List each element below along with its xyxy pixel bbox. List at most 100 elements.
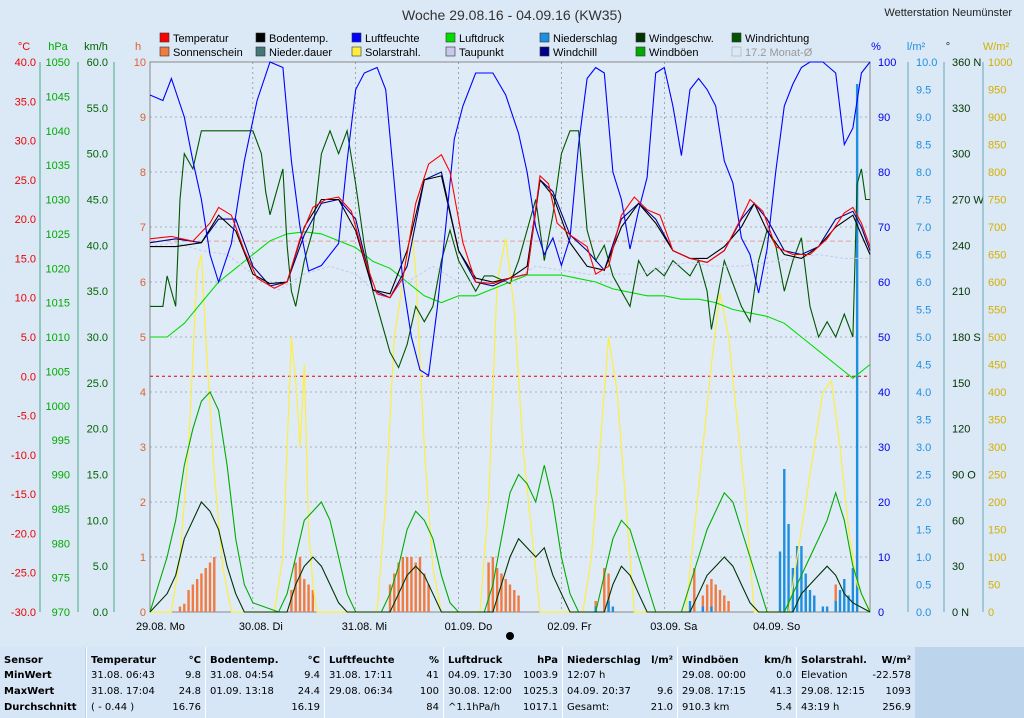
summary-col-niederschlag: Niederschlag l/m² 12:07 h 04.09. 20:37 9.6 Ge… — [562, 647, 677, 718]
y-tick-label-hours: 4 — [140, 387, 146, 399]
col-unit: hPa — [537, 655, 558, 666]
y-tick-label-wind: 35.0 — [87, 286, 108, 298]
y-tick-label-hours: 0 — [140, 607, 146, 619]
legend-swatch — [445, 32, 456, 43]
y-tick-label-solar: 600 — [988, 277, 1006, 289]
legend-swatch — [255, 46, 266, 57]
y-tick-label-temp: 40.0 — [15, 57, 36, 69]
station-name: Wetterstation Neumünster — [884, 7, 1012, 19]
col-unit: W/m² — [881, 655, 911, 666]
avg-note: ^1.1hPa/h — [448, 702, 501, 713]
legend-swatch — [539, 46, 550, 57]
y-tick-label-humidity: 10 — [878, 552, 890, 564]
legend-label: Taupunkt — [459, 47, 504, 59]
col-title: Niederschlag — [567, 655, 641, 666]
y-tick-label-temp: -15.0 — [11, 489, 36, 501]
axis-unit-hours: h — [135, 41, 141, 53]
row-3: 910.3 km 5.4 — [682, 700, 792, 716]
y-tick-label-temp: -5.0 — [17, 411, 36, 423]
min-row: 31.08. 06:43 9.8 — [91, 668, 201, 684]
col-unit: °C — [188, 655, 201, 666]
sunshine-bar — [693, 568, 696, 612]
avg-label: Durchschnitt — [4, 702, 77, 713]
y-tick-label-pressure: 1045 — [46, 91, 70, 103]
sunshine-bar — [423, 573, 426, 612]
y-tick-label-humidity: 40 — [878, 387, 890, 399]
avg-value: 84 — [426, 702, 439, 713]
legend-label: Nieder.dauer — [269, 47, 332, 59]
y-tick-label-hours: 5 — [140, 332, 146, 344]
y-tick-label-wind: 15.0 — [87, 470, 108, 482]
y-tick-label-pressure: 1000 — [46, 401, 70, 413]
sunshine-bar — [603, 568, 606, 612]
y-tick-label-temp: 30.0 — [15, 136, 36, 148]
legend-swatch — [159, 46, 170, 57]
legend-label: Solarstrahl. — [365, 47, 421, 59]
row-2-value: 1093 — [885, 686, 911, 697]
sunshine-bar — [405, 557, 409, 612]
y-tick-label-hours: 10 — [134, 57, 146, 69]
row-1-label: 29.08. 00:00 — [682, 670, 746, 681]
y-tick-label-temp: 25.0 — [15, 175, 36, 187]
row-2-label: 29.08. 12:15 — [801, 686, 865, 697]
y-tick-label-wind: 50.0 — [87, 149, 108, 161]
col-header: Niederschlag l/m² — [567, 653, 673, 669]
y-tick-label-pressure: 1030 — [46, 195, 70, 207]
y-tick-label-rain: 6.0 — [916, 277, 931, 289]
y-tick-label-hours: 7 — [140, 222, 146, 234]
y-tick-label-solar: 850 — [988, 140, 1006, 152]
legend-label: Bodentemp. — [269, 33, 328, 45]
rain-bar — [851, 568, 855, 612]
y-tick-label-rain: 3.0 — [916, 442, 931, 454]
y-tick-label-wind: 45.0 — [87, 195, 108, 207]
max-datetime: 31.08. 17:04 — [91, 686, 155, 697]
legend-swatch — [351, 46, 362, 57]
legend-label: Windböen — [649, 47, 699, 59]
min-value: 1003.9 — [523, 670, 558, 681]
legend-label: Windgeschw. — [649, 33, 714, 45]
rain-bar — [804, 573, 807, 612]
legend-label: Temperatur — [173, 33, 229, 45]
sunshine-bar — [410, 557, 413, 612]
max-datetime: 01.09. 13:18 — [210, 686, 274, 697]
y-tick-label-temp: -20.0 — [11, 528, 36, 540]
y-tick-label-hours: 6 — [140, 277, 146, 289]
sunshine-bar — [727, 601, 730, 612]
row-2: 04.09. 20:37 9.6 — [567, 684, 673, 700]
min-value: 41 — [426, 670, 439, 681]
sunshine-bar — [517, 595, 520, 612]
rain-bar — [813, 595, 816, 612]
max-value: 100 — [419, 686, 439, 697]
legend-label: Luftdruck — [459, 33, 505, 45]
y-tick-label-solar: 500 — [988, 332, 1006, 344]
col-title: Windböen — [682, 655, 739, 666]
sunshine-bar — [500, 573, 503, 612]
axis-unit-solar: W/m² — [983, 41, 1010, 53]
rain-bar — [611, 606, 615, 612]
avg-row: 84 — [329, 700, 439, 716]
rain-bar — [825, 606, 829, 612]
y-tick-label-rain: 5.0 — [916, 332, 931, 344]
weather-chart: 29.08. Mo 30.08. Di 31.08. Mi 01.09. Do 02.0… — [10, 7, 1013, 640]
sunshine-bar — [487, 562, 490, 612]
rain-bar — [778, 551, 782, 612]
rain-bar — [791, 568, 795, 612]
y-tick-label-pressure: 1020 — [46, 263, 70, 275]
y-tick-label-direction: 150 — [952, 378, 970, 390]
legend-swatch — [539, 32, 550, 43]
row-2-value: 41.3 — [769, 686, 792, 697]
legend-label: Sonnenschein — [173, 47, 243, 59]
sunshine-bar — [200, 573, 203, 612]
rain-bar — [710, 606, 713, 612]
bar-series — [178, 84, 859, 612]
y-tick-label-temp: 10.0 — [15, 293, 36, 305]
row-1-value: -22.578 — [872, 670, 911, 681]
y-tick-label-direction: 240 — [952, 240, 970, 252]
y-tick-label-temp: -30.0 — [11, 607, 36, 619]
y-tick-label-rain: 4.0 — [916, 387, 931, 399]
sunshine-bar — [508, 584, 512, 612]
line-series — [149, 61, 871, 613]
y-tick-label-rain: 7.0 — [916, 222, 931, 234]
y-tick-label-hours: 8 — [140, 167, 146, 179]
y-tick-label-wind: 25.0 — [87, 378, 108, 390]
